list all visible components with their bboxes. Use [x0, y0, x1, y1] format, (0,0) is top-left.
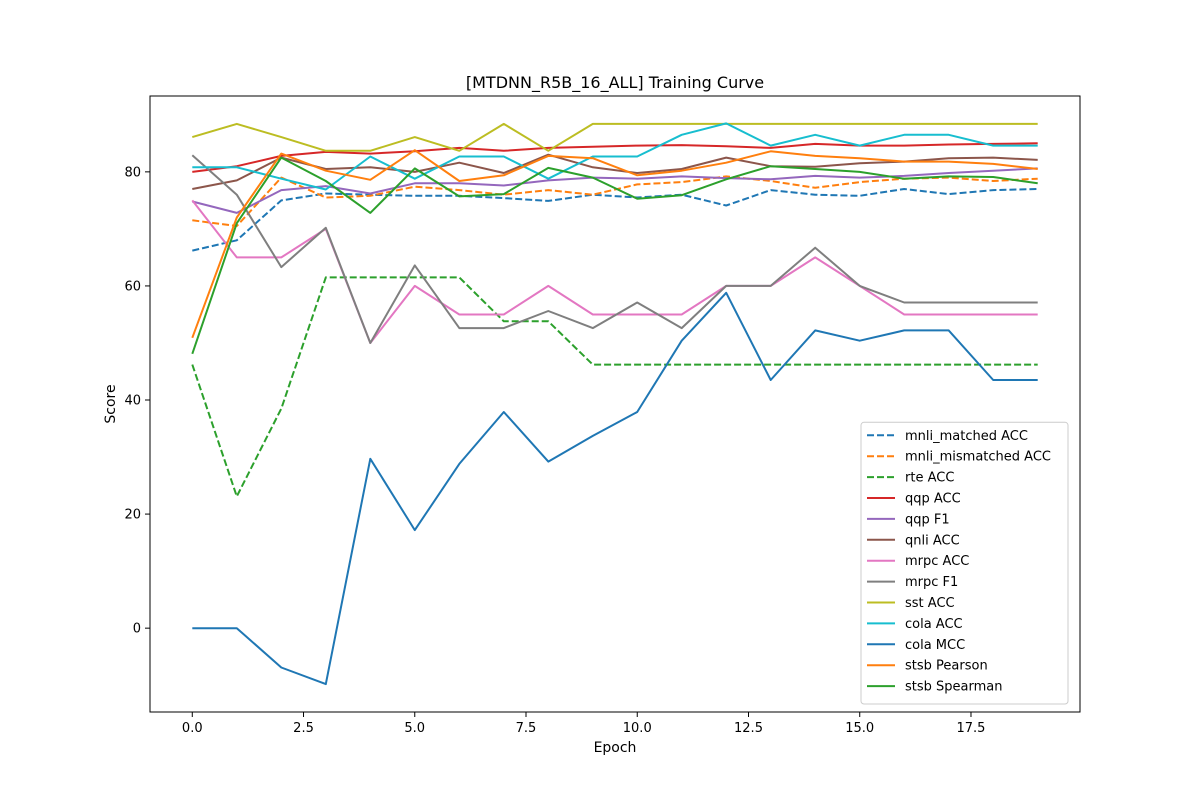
- x-tick-label: 5.0: [404, 721, 425, 736]
- series-line-rte-acc: [191, 276, 1038, 498]
- x-tick-label: 7.5: [516, 721, 537, 736]
- x-tick-label: 2.5: [293, 721, 314, 736]
- series-line-stsb-pearson: [191, 149, 1038, 339]
- y-tick-label: 60: [124, 279, 141, 294]
- legend-label: stsb Spearman: [905, 680, 1002, 695]
- y-tick-label: 20: [124, 508, 141, 523]
- series-line-cola-mcc: [192, 291, 1038, 686]
- legend-label: qqp ACC: [905, 492, 961, 507]
- y-tick-label: 40: [124, 394, 141, 409]
- legend-label: rte ACC: [905, 471, 954, 486]
- legend-label: cola MCC: [905, 638, 965, 653]
- legend: mnli_matched ACC mnli_mismatched ACC rte A…: [860, 421, 1069, 705]
- series-line-mrpc-f1: [191, 154, 1038, 344]
- legend-label: mrpc ACC: [905, 554, 969, 569]
- y-axis-ticks: 0 20 40 60 80: [124, 165, 150, 637]
- series-line-mnli-matched-acc: [192, 188, 1038, 252]
- legend-box: [860, 421, 1069, 705]
- series-layer: [191, 122, 1038, 686]
- x-tick-label: 17.5: [957, 721, 986, 736]
- series-line-cola-acc: [192, 122, 1038, 191]
- series-line-mnli-mismatched-acc: [192, 175, 1038, 227]
- legend-label: qnli ACC: [905, 533, 960, 548]
- legend-label: mnli_matched ACC: [905, 429, 1028, 444]
- chart-title: [MTDNN_R5B_16_ALL] Training Curve: [466, 73, 764, 93]
- series-line-qqp-acc: [192, 142, 1038, 173]
- plot-frame: [149, 95, 1081, 713]
- series-line-stsb-spearman: [191, 156, 1038, 355]
- x-tick-label: 12.5: [734, 721, 763, 736]
- y-tick-label: 0: [133, 622, 141, 637]
- x-axis-ticks: 0.0 2.5 5.0 7.5 10.0 12.5 15.0 17.5: [182, 712, 986, 736]
- x-tick-label: 10.0: [623, 721, 652, 736]
- x-tick-label: 15.0: [845, 721, 874, 736]
- legend-label: mnli_mismatched ACC: [905, 450, 1051, 465]
- y-axis-label: Score: [103, 384, 119, 423]
- legend-label: cola ACC: [905, 617, 963, 632]
- x-tick-label: 0.0: [182, 721, 203, 736]
- legend-label: sst ACC: [905, 596, 955, 611]
- series-line-sst-acc: [192, 122, 1038, 152]
- legend-label: qqp F1: [905, 512, 950, 527]
- x-axis-label: Epoch: [594, 740, 637, 756]
- legend-label: mrpc F1: [905, 575, 958, 590]
- legend-label: stsb Pearson: [905, 659, 988, 674]
- y-tick-label: 80: [124, 165, 141, 180]
